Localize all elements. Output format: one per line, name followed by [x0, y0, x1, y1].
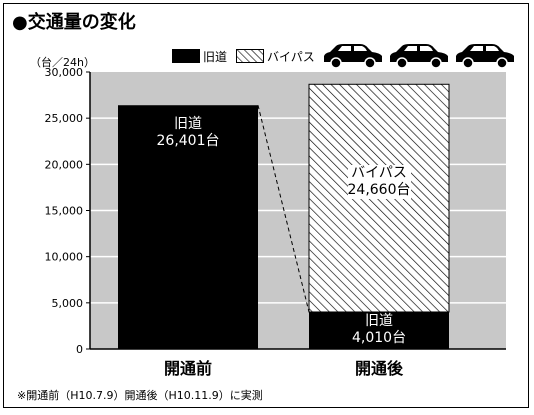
legend-swatch-old-road	[172, 49, 200, 63]
data-label-value: 4,010台	[352, 330, 407, 347]
car-icons	[324, 44, 514, 69]
y-tick-label: 10,000	[45, 251, 84, 264]
legend-label-bypass: バイパス	[267, 50, 315, 64]
car-icon	[324, 44, 382, 69]
data-label-name: 旧道	[365, 313, 394, 330]
chart-frame: ●交通量の変化 （台／24h） 旧道 バイパス	[3, 3, 529, 408]
chart-svg: 0 5,000 10,000 15,000 20,000 25,000 30,000 開通前 開…	[45, 66, 506, 378]
y-tick-label: 20,000	[45, 158, 84, 171]
data-label-after-old-road: 旧道 4,010台	[352, 313, 406, 347]
y-tick-label: 0	[76, 343, 83, 356]
legend-swatch-bypass	[236, 49, 264, 63]
footnote: ※開通前（H10.7.9）開通後（H10.11.9）に実測	[17, 389, 263, 402]
data-label-name: 旧道	[174, 116, 202, 133]
y-tick-label: 25,000	[45, 112, 84, 125]
y-tick-label: 15,000	[45, 205, 84, 218]
data-label-value: 24,660台	[347, 182, 411, 199]
data-label-before-old-road: 旧道 26,401台	[157, 116, 220, 150]
y-axis-unit-label: （台／24h）	[30, 56, 95, 69]
bar-after-old-road	[309, 311, 449, 349]
x-tick-label: 開通前	[164, 359, 212, 378]
bar-before-old-road	[118, 105, 258, 349]
car-icon	[456, 44, 514, 69]
y-tick-label: 30,000	[45, 66, 84, 79]
chart-title: ●交通量の変化	[12, 12, 136, 33]
legend-label-old-road: 旧道	[203, 50, 228, 64]
connector-line	[257, 105, 310, 313]
data-label-value: 26,401台	[156, 133, 220, 150]
x-tick-label: 開通後	[355, 359, 404, 378]
data-label-name: バイパス	[351, 165, 407, 182]
car-icon	[390, 44, 448, 69]
y-tick-label: 5,000	[52, 297, 84, 310]
data-label-after-bypass: バイパス 24,660台	[347, 165, 411, 200]
